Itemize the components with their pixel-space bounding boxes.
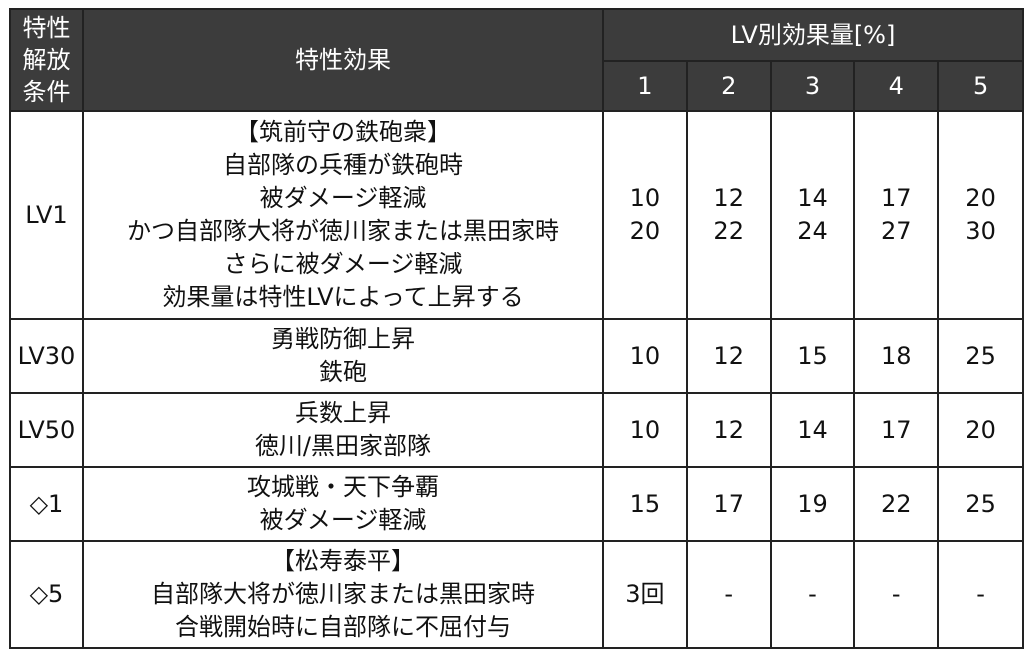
- value-cell: 20: [937, 392, 1024, 468]
- table-row: ◇1 攻城戦・天下争覇 被ダメージ軽減 15 17 19 22 25: [9, 466, 1024, 542]
- value-cell: 10: [602, 392, 688, 468]
- header-level-1: 1: [602, 60, 688, 112]
- value-line: 20: [965, 415, 996, 444]
- value-cell: -: [769, 540, 856, 649]
- value-line: 25: [965, 341, 996, 370]
- effect-cell: 攻城戦・天下争覇 被ダメージ軽減: [81, 466, 605, 542]
- value-line: 14: [797, 184, 828, 212]
- effect-line: 被ダメージ軽減: [259, 506, 427, 534]
- value-line: 12: [713, 415, 744, 444]
- effect-line: かつ自部隊大将が徳川家または黒田家時: [126, 217, 559, 245]
- header-level-2: 2: [685, 60, 772, 112]
- header-effect: 特性効果: [81, 8, 605, 112]
- value-line: 27: [880, 217, 912, 245]
- effect-line: さらに被ダメージ軽減: [223, 250, 463, 278]
- table-row: LV30 勇戦防御上昇 鉄砲 10 12 15 18 25: [9, 318, 1024, 394]
- condition-cell: ◇1: [9, 466, 84, 542]
- value-line: 19: [797, 489, 828, 518]
- value-line: -: [976, 580, 985, 608]
- value-line: 22: [880, 489, 912, 518]
- condition-cell: LV30: [9, 318, 84, 394]
- value-line: 15: [797, 341, 828, 370]
- value-cell: -: [853, 540, 940, 649]
- effect-line: 攻城戦・天下争覇: [246, 473, 439, 501]
- value-line: 24: [797, 217, 828, 245]
- effect-cell: 兵数上昇 徳川/黒田家部隊: [81, 392, 605, 468]
- value-line: 15: [629, 489, 661, 518]
- value-line: 10: [629, 415, 661, 444]
- value-line: -: [891, 580, 901, 608]
- value-line: 20: [629, 217, 661, 245]
- header-level-4: 4: [853, 60, 940, 112]
- trait-table-container: 特性 解放 条件 特性効果 LV別効果量[%] 1 2 3 4 5 LV1 【筑…: [9, 8, 1024, 649]
- value-cell: 17: [685, 466, 772, 542]
- table-row: LV1 【筑前守の鉄砲衆】 自部隊の兵種が鉄砲時 被ダメージ軽減 かつ自部隊大将…: [9, 110, 1024, 320]
- effect-line: 自部隊の兵種が鉄砲時: [222, 151, 463, 179]
- value-cell: 17: [853, 392, 940, 468]
- header-condition-line: 解放: [22, 46, 71, 74]
- value-line: -: [724, 580, 734, 608]
- value-line: 12: [713, 184, 744, 212]
- effect-line: 鉄砲: [318, 358, 367, 386]
- value-cell: 12: [685, 318, 772, 394]
- value-line: 22: [713, 217, 744, 245]
- header-condition: 特性 解放 条件: [9, 8, 84, 112]
- value-cell: 10 20: [602, 110, 688, 320]
- value-cell: 3回: [602, 540, 688, 649]
- effect-line: 【筑前守の鉄砲衆】: [234, 118, 451, 146]
- value-line: 3回: [625, 580, 665, 608]
- effect-line: 勇戦防御上昇: [270, 325, 415, 353]
- value-cell: -: [937, 540, 1024, 649]
- effect-line: 兵数上昇: [294, 399, 391, 427]
- condition-cell: LV50: [9, 392, 84, 468]
- header-lv-effect: LV別効果量[%]: [602, 8, 1024, 62]
- effect-cell: 【松寿泰平】 自部隊大将が徳川家または黒田家時 合戦開始時に自部隊に不屈付与: [81, 540, 605, 649]
- condition-cell: LV1: [9, 110, 84, 320]
- value-cell: -: [685, 540, 772, 649]
- value-line: 14: [797, 415, 828, 444]
- effect-cell: 勇戦防御上昇 鉄砲: [81, 318, 605, 394]
- value-cell: 25: [937, 318, 1024, 394]
- value-line: 17: [880, 184, 912, 212]
- trait-table: 特性 解放 条件 特性効果 LV別効果量[%] 1 2 3 4 5 LV1 【筑…: [9, 8, 1024, 649]
- header-level-3: 3: [769, 60, 856, 112]
- effect-line: 効果量は特性LVによって上昇する: [162, 283, 524, 311]
- value-line: 20: [965, 184, 996, 212]
- header-level-5: 5: [937, 60, 1024, 112]
- value-line: 17: [713, 489, 744, 518]
- value-line: 30: [965, 217, 996, 245]
- effect-line: 徳川/黒田家部隊: [254, 432, 432, 460]
- value-cell: 22: [853, 466, 940, 542]
- effect-line: 【松寿泰平】: [270, 547, 415, 575]
- header-condition-line: 特性: [22, 14, 71, 42]
- value-cell: 12: [685, 392, 772, 468]
- value-cell: 19: [769, 466, 856, 542]
- effect-cell: 【筑前守の鉄砲衆】 自部隊の兵種が鉄砲時 被ダメージ軽減 かつ自部隊大将が徳川家…: [81, 110, 605, 320]
- value-line: 10: [629, 184, 661, 212]
- value-cell: 14: [769, 392, 856, 468]
- value-line: -: [808, 580, 817, 608]
- value-cell: 20 30: [937, 110, 1024, 320]
- value-cell: 14 24: [769, 110, 856, 320]
- value-line: 10: [629, 341, 661, 370]
- effect-line: 合戦開始時に自部隊に不屈付与: [174, 613, 511, 641]
- table-row: LV50 兵数上昇 徳川/黒田家部隊 10 12 14 17 20: [9, 392, 1024, 468]
- value-cell: 17 27: [853, 110, 940, 320]
- value-cell: 10: [602, 318, 688, 394]
- value-line: 18: [880, 341, 912, 370]
- value-line: 25: [965, 489, 996, 518]
- condition-cell: ◇5: [9, 540, 84, 649]
- table-row: ◇5 【松寿泰平】 自部隊大将が徳川家または黒田家時 合戦開始時に自部隊に不屈付…: [9, 540, 1024, 649]
- value-cell: 18: [853, 318, 940, 394]
- value-cell: 25: [937, 466, 1024, 542]
- header-condition-line: 条件: [22, 78, 71, 106]
- value-cell: 12 22: [685, 110, 772, 320]
- value-cell: 15: [602, 466, 688, 542]
- effect-line: 被ダメージ軽減: [259, 184, 427, 212]
- value-line: 17: [880, 415, 912, 444]
- value-line: 12: [713, 341, 744, 370]
- effect-line: 自部隊大将が徳川家または黒田家時: [150, 580, 535, 608]
- value-cell: 15: [769, 318, 856, 394]
